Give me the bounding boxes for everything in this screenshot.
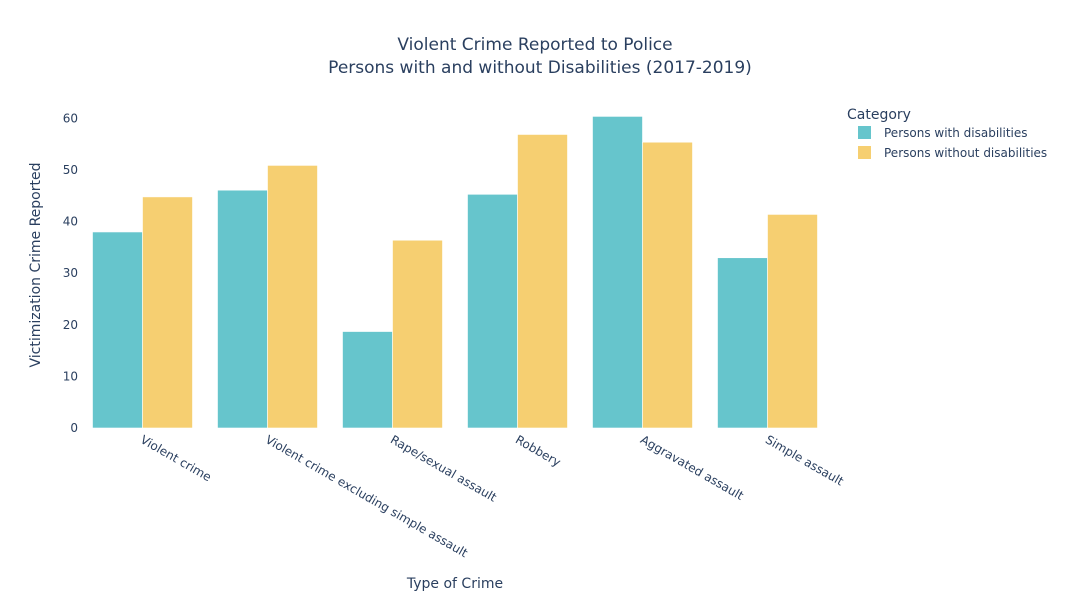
x-tick-label: Rape/sexual assault [388, 432, 499, 504]
x-tick-label: Simple assault [763, 432, 846, 488]
bar-without-disabilities[interactable] [767, 214, 818, 429]
bar-with-disabilities[interactable] [92, 231, 143, 429]
bar-without-disabilities[interactable] [642, 141, 693, 429]
legend: Category Persons with disabilities Person… [847, 107, 1047, 160]
x-tick-label: Robbery [513, 432, 563, 469]
bar-with-disabilities[interactable] [592, 116, 643, 429]
y-tick-label: 50 [63, 163, 78, 177]
x-tick-label: Violent crime excluding simple assault [263, 432, 470, 560]
y-axis-ticks: 0 10 20 30 40 50 60 [63, 111, 78, 435]
legend-label[interactable]: Persons with disabilities [884, 126, 1028, 140]
bar-with-disabilities[interactable] [217, 189, 268, 429]
bar-with-disabilities[interactable] [717, 257, 768, 429]
bar-without-disabilities[interactable] [392, 239, 443, 429]
x-tick-label: Aggravated assault [638, 432, 746, 503]
bar-without-disabilities[interactable] [517, 134, 568, 429]
y-tick-label: 10 [63, 369, 78, 383]
bar-with-disabilities[interactable] [342, 331, 393, 429]
legend-title: Category [847, 107, 911, 123]
y-tick-label: 30 [63, 266, 78, 280]
chart-subtitle: Persons with and without Disabilities (2… [328, 58, 752, 78]
y-tick-label: 20 [63, 318, 78, 332]
x-axis-title: Type of Crime [406, 576, 503, 592]
x-tick-label: Violent crime [138, 432, 214, 484]
bar-without-disabilities[interactable] [142, 196, 193, 429]
legend-label[interactable]: Persons without disabilities [884, 146, 1047, 160]
legend-swatch[interactable] [858, 126, 871, 139]
x-axis-ticks: Violent crime Violent crime excluding sim… [138, 432, 846, 560]
legend-swatch[interactable] [858, 146, 871, 159]
bar-without-disabilities[interactable] [267, 165, 318, 429]
y-tick-label: 40 [63, 215, 78, 229]
bar-group [92, 116, 818, 429]
y-axis-title: Victimization Crime Reported [28, 163, 44, 368]
y-tick-label: 60 [63, 111, 78, 125]
y-tick-label: 0 [70, 421, 78, 435]
chart-title: Violent Crime Reported to Police [397, 35, 672, 55]
bar-with-disabilities[interactable] [467, 194, 518, 429]
